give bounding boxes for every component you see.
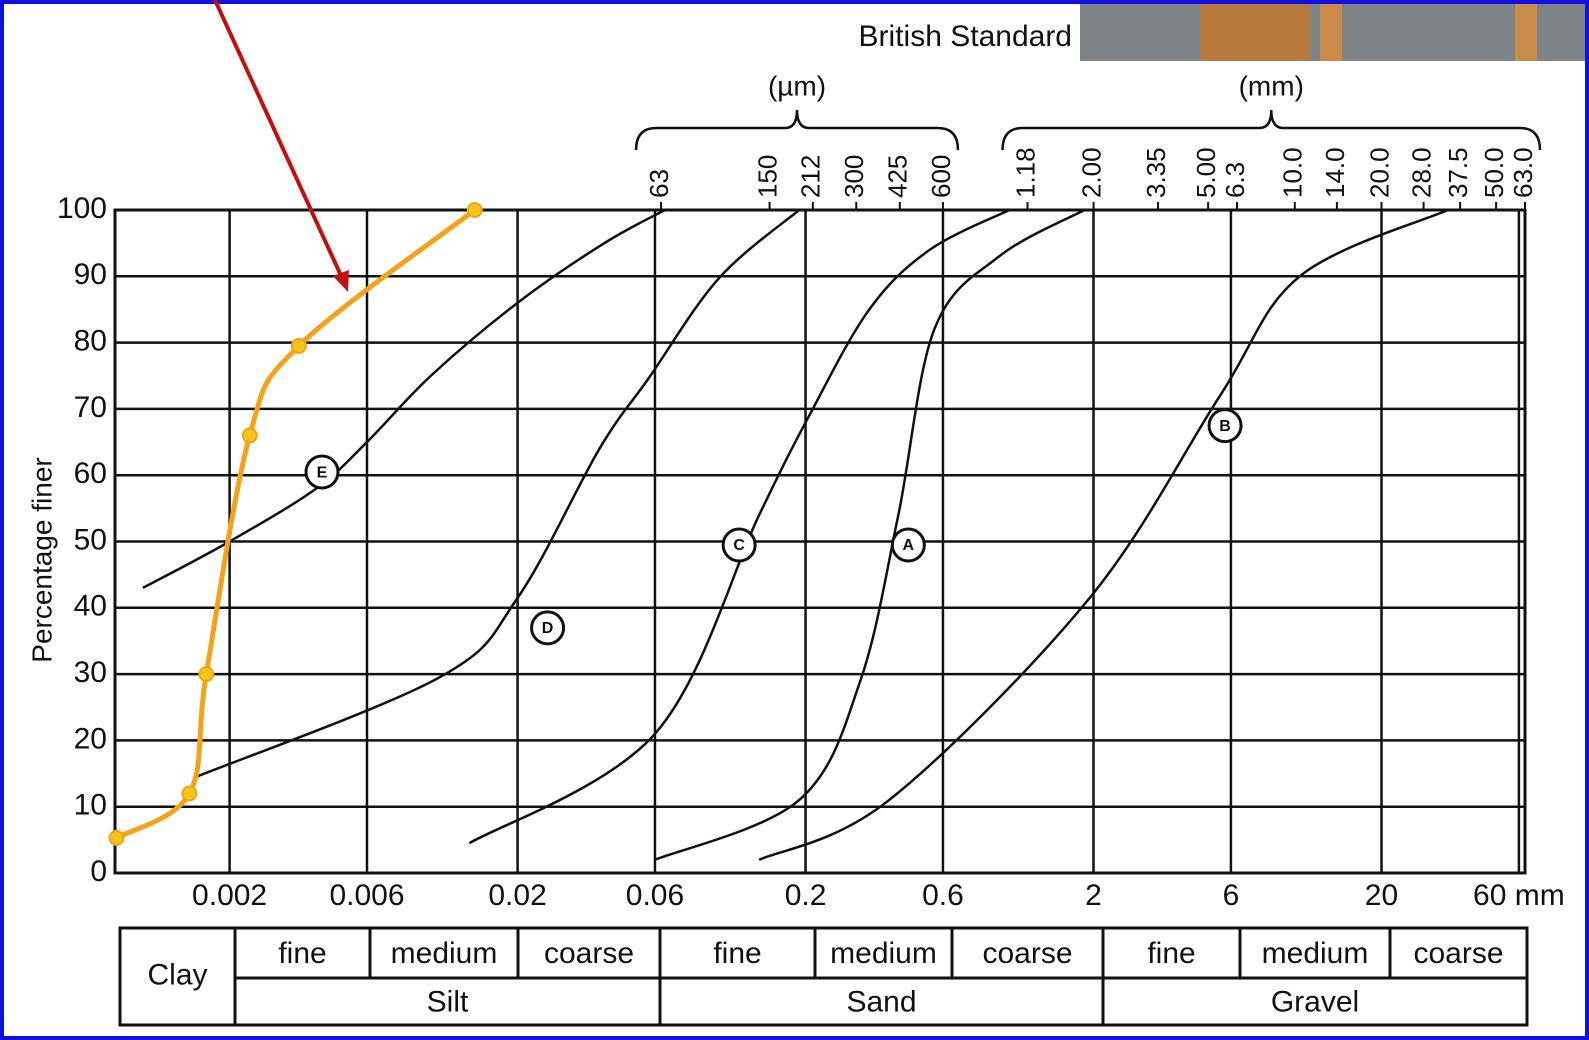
group-label: (µm) (768, 70, 826, 101)
curve-label: B (1219, 418, 1231, 435)
x-tick-label: 0.06 (626, 879, 684, 912)
curve-label: D (542, 620, 554, 637)
y-tick-label: 90 (74, 258, 107, 291)
table-cell: Clay (147, 958, 207, 991)
top-tick-label: 150 (752, 155, 782, 198)
data-point (468, 203, 482, 217)
table-cell: medium (1262, 937, 1369, 970)
top-tick-label: 28.0 (1406, 147, 1436, 198)
top-tick-label: 2.00 (1076, 147, 1106, 198)
top-tick-label: 6.3 (1220, 162, 1250, 198)
table-cell: fine (1147, 937, 1195, 970)
table-cell: coarse (1413, 937, 1503, 970)
x-tick-label: 20 (1365, 879, 1398, 912)
y-tick-label: 0 (90, 855, 107, 888)
chart: British Standard Percentage finer 0 10 20 3… (0, 0, 1589, 1040)
top-tick-label: 212 (796, 155, 826, 198)
curve-label: C (733, 537, 745, 554)
y-tick-label: 80 (74, 325, 107, 358)
table-cell: coarse (982, 937, 1072, 970)
y-tick-label: 20 (74, 722, 107, 755)
table-cell: coarse (544, 937, 634, 970)
photo-wood (1200, 4, 1310, 61)
table-cell: Silt (427, 985, 469, 1018)
x-tick-label: 0.6 (922, 879, 964, 912)
top-tick-label: 63.0 (1508, 147, 1538, 198)
curve-label: E (317, 464, 328, 481)
x-tick-label: 0.02 (488, 879, 546, 912)
photo-wood (1515, 4, 1537, 61)
x-tick-label: 0.006 (329, 879, 404, 912)
page: {"chart_data": {"type": "line", "title":… (0, 0, 1589, 1040)
top-tick-label: 3.35 (1141, 147, 1171, 198)
y-tick-label: 10 (74, 789, 107, 822)
y-tick-label: 70 (74, 391, 107, 424)
data-point (243, 428, 257, 442)
top-tick-label: 37.5 (1443, 147, 1473, 198)
table-cell: fine (278, 937, 326, 970)
top-tick-label: 425 (883, 155, 913, 198)
top-tick-label: 14.0 (1320, 147, 1350, 198)
data-point (110, 831, 124, 845)
group-label: (mm) (1239, 70, 1304, 101)
y-tick-label: 60 (74, 457, 107, 490)
y-tick-label: 50 (74, 523, 107, 556)
x-tick-label: 60 mm (1473, 879, 1565, 912)
curve-label: A (903, 537, 915, 554)
top-tick-label: 20.0 (1364, 147, 1394, 198)
table-cell: Gravel (1271, 985, 1359, 1018)
table-cell: Sand (846, 985, 916, 1018)
y-axis-label: Percentage finer (26, 457, 57, 662)
data-point (182, 786, 196, 800)
x-tick-label: 0.2 (785, 879, 827, 912)
table-cell: fine (713, 937, 761, 970)
x-tick-label: 2 (1085, 879, 1102, 912)
top-tick-label: 50.0 (1479, 147, 1509, 198)
top-tick-label: 10.0 (1278, 147, 1308, 198)
photo-wood (1320, 4, 1342, 61)
x-tick-label: 0.002 (192, 879, 267, 912)
top-tick-label: 600 (926, 155, 956, 198)
chart-title: British Standard (859, 20, 1072, 53)
data-point (199, 667, 213, 681)
table-cell: medium (391, 937, 498, 970)
data-point (292, 339, 306, 353)
y-tick-label: 30 (74, 656, 107, 689)
y-tick-label: 100 (57, 192, 107, 225)
x-tick-label: 6 (1223, 879, 1240, 912)
table-cell: medium (830, 937, 937, 970)
top-tick-label: 1.18 (1010, 147, 1040, 198)
y-tick-label: 40 (74, 590, 107, 623)
top-tick-label: 5.00 (1191, 147, 1221, 198)
top-tick-label: 63 (644, 169, 674, 198)
top-tick-label: 300 (839, 155, 869, 198)
